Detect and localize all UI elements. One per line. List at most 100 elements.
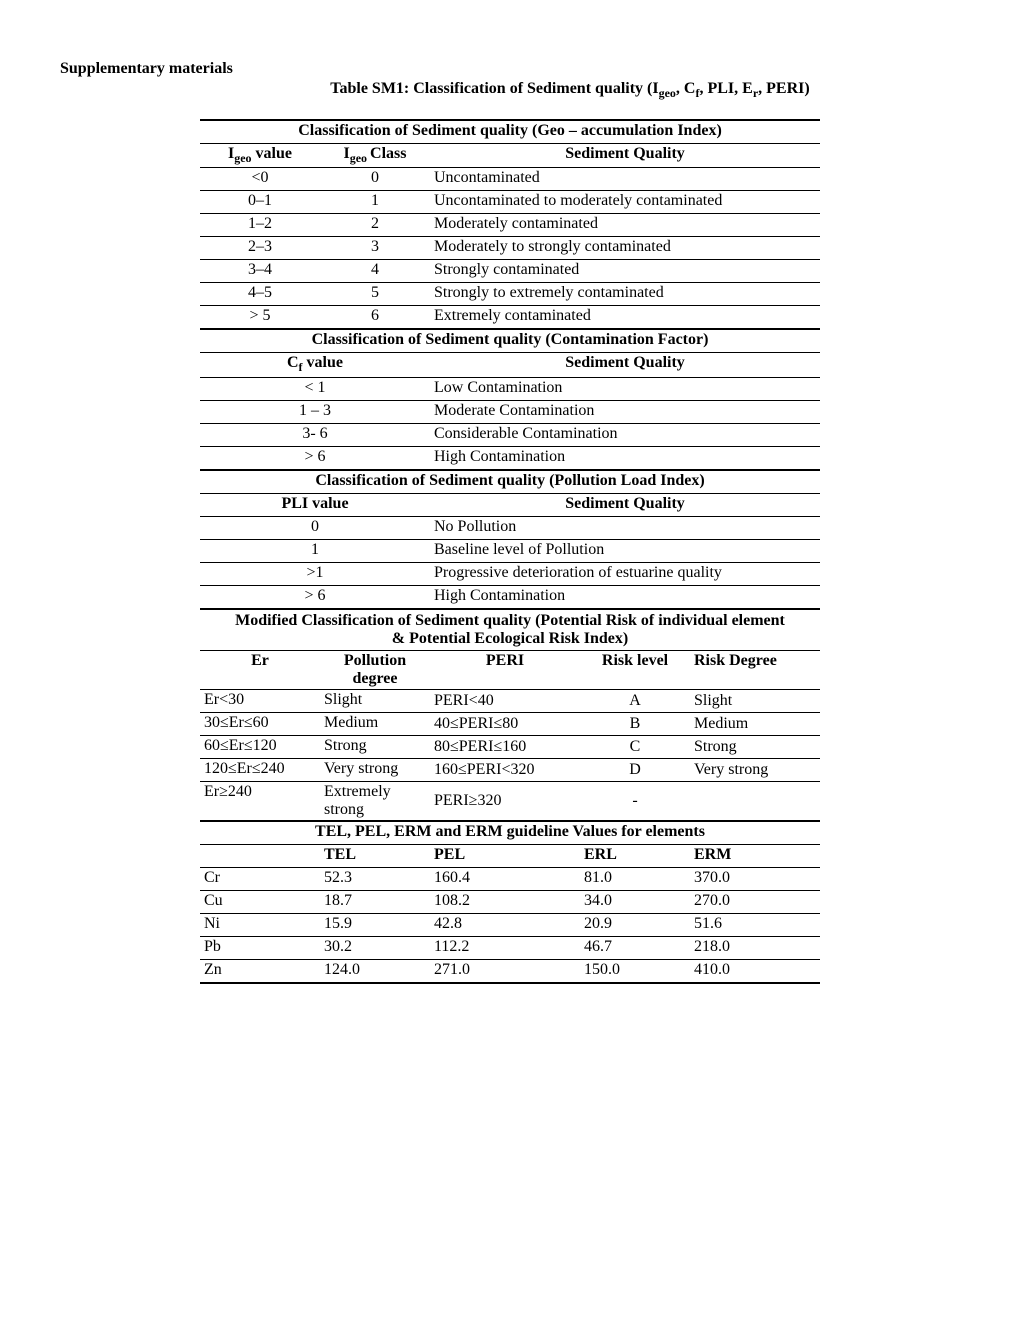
pli-quality: Baseline level of Pollution [430, 540, 820, 562]
guide-tel: 124.0 [320, 960, 430, 982]
peri-er: Er<30 [200, 690, 320, 712]
peri-risklevel: - [580, 782, 690, 820]
table-row: Er≥240Extremely strongPERI≥320- [200, 782, 820, 821]
peri-value: 160≤PERI<320 [430, 759, 580, 781]
guide-tel: 30.2 [320, 937, 430, 959]
geo-quality: Strongly to extremely contaminated [430, 283, 820, 305]
geo-value: 3–4 [200, 260, 320, 282]
geo-quality: Moderately contaminated [430, 214, 820, 236]
table-row: 30≤Er≤60Medium40≤PERI≤80BMedium [200, 713, 820, 736]
table-row: 1Baseline level of Pollution [200, 540, 820, 563]
peri-riskdegree [690, 782, 820, 820]
guide-pel: 160.4 [430, 868, 580, 890]
table-row: 1–22Moderately contaminated [200, 214, 820, 237]
pli-value: 0 [200, 517, 430, 539]
guide-element: Cu [200, 891, 320, 913]
geo-value: > 5 [200, 306, 320, 328]
table-row: Zn124.0271.0150.0410.0 [200, 960, 820, 982]
guide-erm: 218.0 [690, 937, 820, 959]
peri-er: 120≤Er≤240 [200, 759, 320, 781]
guide-erm: 370.0 [690, 868, 820, 890]
pli-value: > 6 [200, 586, 430, 608]
geo-quality: Uncontaminated [430, 168, 820, 190]
peri-er: 30≤Er≤60 [200, 713, 320, 735]
geo-class: 3 [320, 237, 430, 259]
cf-quality: Considerable Contamination [430, 424, 820, 446]
geo-class: 4 [320, 260, 430, 282]
peri-degree: Extremely strong [320, 782, 430, 820]
table-row: <00Uncontaminated [200, 168, 820, 191]
cf-quality: High Contamination [430, 447, 820, 469]
peri-degree: Slight [320, 690, 430, 712]
cf-header: Cf value Sediment Quality [200, 353, 820, 377]
table-row: > 6High Contamination [200, 586, 820, 609]
geo-class: 5 [320, 283, 430, 305]
peri-header: Er Pollution degree PERI Risk level Risk… [200, 651, 820, 690]
pli-header: PLI value Sediment Quality [200, 494, 820, 517]
geo-quality: Strongly contaminated [430, 260, 820, 282]
table-row: 0No Pollution [200, 517, 820, 540]
geo-quality: Extremely contaminated [430, 306, 820, 328]
cf-section-title: Classification of Sediment quality (Cont… [200, 329, 820, 353]
peri-section-title: Modified Classification of Sediment qual… [200, 609, 820, 651]
guide-element: Zn [200, 960, 320, 982]
geo-quality: Uncontaminated to moderately contaminate… [430, 191, 820, 213]
table-row: Pb30.2112.246.7218.0 [200, 937, 820, 960]
table-title: Table SM1: Classification of Sediment qu… [180, 80, 960, 101]
peri-risklevel: A [580, 690, 690, 712]
geo-class: 2 [320, 214, 430, 236]
guide-erm: 270.0 [690, 891, 820, 913]
guide-header: TEL PEL ERL ERM [200, 845, 820, 868]
table-row: 0–11Uncontaminated to moderately contami… [200, 191, 820, 214]
geo-header: Igeo value Igeo Class Sediment Quality [200, 144, 820, 168]
guide-erl: 34.0 [580, 891, 690, 913]
table-row: > 6High Contamination [200, 447, 820, 470]
table-row: 3- 6Considerable Contamination [200, 424, 820, 447]
pli-value: >1 [200, 563, 430, 585]
peri-value: PERI≥320 [430, 782, 580, 820]
guide-element: Cr [200, 868, 320, 890]
geo-value: 0–1 [200, 191, 320, 213]
geo-value: 4–5 [200, 283, 320, 305]
cf-value: < 1 [200, 378, 430, 400]
geo-value: 1–2 [200, 214, 320, 236]
peri-risklevel: D [580, 759, 690, 781]
table-row: > 56Extremely contaminated [200, 306, 820, 329]
geo-class: 0 [320, 168, 430, 190]
peri-er: Er≥240 [200, 782, 320, 820]
table-row: Cr52.3160.481.0370.0 [200, 868, 820, 891]
guide-pel: 112.2 [430, 937, 580, 959]
pli-value: 1 [200, 540, 430, 562]
peri-er: 60≤Er≤120 [200, 736, 320, 758]
geo-section-title: Classification of Sediment quality (Geo … [200, 121, 820, 144]
table-row: 4–55Strongly to extremely contaminated [200, 283, 820, 306]
guide-erl: 81.0 [580, 868, 690, 890]
table-row: 120≤Er≤240Very strong160≤PERI<320DVery s… [200, 759, 820, 782]
table-row: 60≤Er≤120Strong80≤PERI≤160CStrong [200, 736, 820, 759]
guide-erl: 20.9 [580, 914, 690, 936]
peri-degree: Medium [320, 713, 430, 735]
geo-quality: Moderately to strongly contaminated [430, 237, 820, 259]
guide-erm: 51.6 [690, 914, 820, 936]
pli-section-title: Classification of Sediment quality (Poll… [200, 470, 820, 494]
peri-risklevel: C [580, 736, 690, 758]
pli-quality: High Contamination [430, 586, 820, 608]
table-row: Ni15.942.820.951.6 [200, 914, 820, 937]
peri-riskdegree: Slight [690, 690, 820, 712]
guide-pel: 271.0 [430, 960, 580, 982]
geo-value: 2–3 [200, 237, 320, 259]
cf-quality: Moderate Contamination [430, 401, 820, 423]
guide-erm: 410.0 [690, 960, 820, 982]
table-row: 1 – 3Moderate Contamination [200, 401, 820, 424]
peri-value: PERI<40 [430, 690, 580, 712]
table-row: >1Progressive deterioration of estuarine… [200, 563, 820, 586]
table-row: 3–44Strongly contaminated [200, 260, 820, 283]
guide-pel: 42.8 [430, 914, 580, 936]
geo-value: <0 [200, 168, 320, 190]
guide-pel: 108.2 [430, 891, 580, 913]
peri-value: 80≤PERI≤160 [430, 736, 580, 758]
geo-class: 6 [320, 306, 430, 328]
cf-value: 3- 6 [200, 424, 430, 446]
guide-element: Pb [200, 937, 320, 959]
pli-quality: No Pollution [430, 517, 820, 539]
